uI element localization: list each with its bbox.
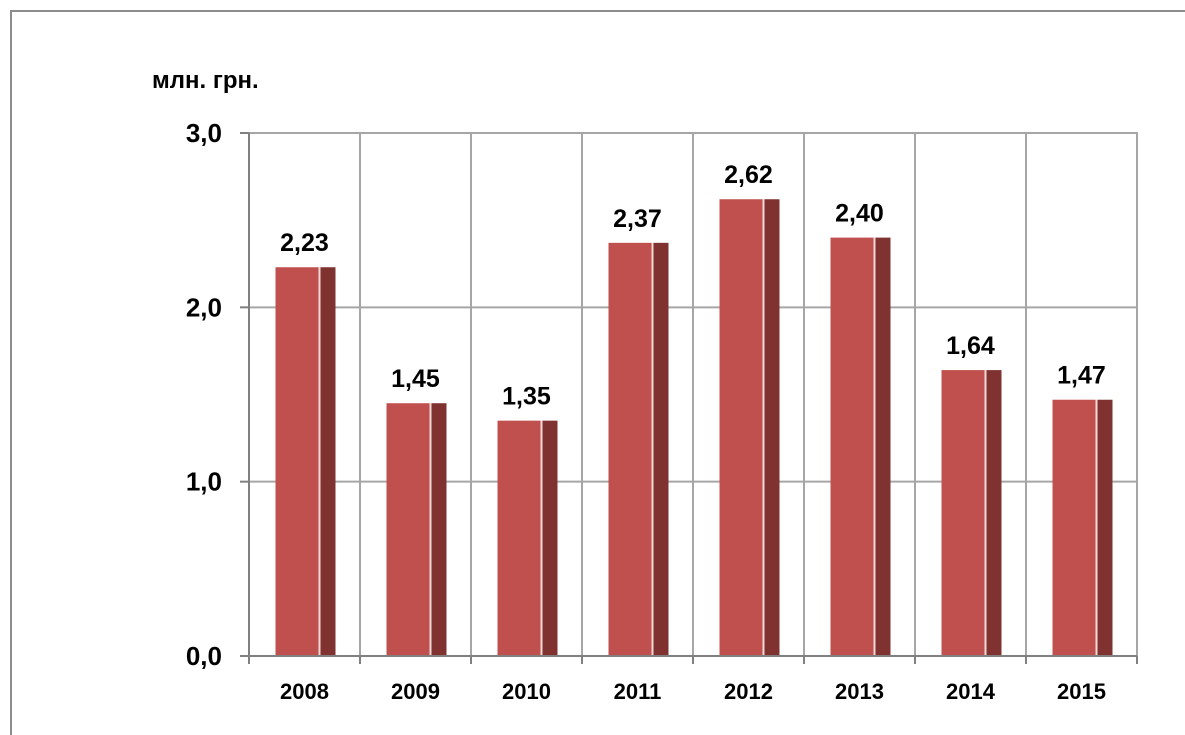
bar-front (1052, 399, 1096, 656)
x-tick-label: 2009 (391, 679, 440, 704)
bar-highlight (651, 242, 654, 656)
data-label: 1,35 (502, 383, 551, 411)
bar-front (497, 420, 541, 656)
bar-side (542, 420, 558, 656)
bar-side (986, 370, 1002, 656)
bar-highlight (873, 237, 876, 656)
x-tick-label: 2011 (614, 679, 662, 704)
x-tick-label: 2014 (946, 679, 996, 704)
data-label: 2,37 (613, 205, 662, 233)
bar-side (653, 242, 669, 656)
bar-highlight (1095, 399, 1098, 656)
bar-side (764, 199, 780, 656)
x-tick-label: 2012 (724, 679, 773, 704)
bar-front (275, 267, 319, 656)
y-tick-label: 1,0 (186, 467, 222, 497)
chart-grid (248, 132, 1138, 657)
y-unit-label: млн. грн. (152, 67, 259, 94)
chart-frame (10, 10, 1185, 735)
bar-highlight (984, 370, 987, 656)
data-label: 2,40 (835, 200, 884, 228)
y-tick-label: 0,0 (186, 641, 222, 671)
y-tick-label: 3,0 (186, 118, 222, 148)
bar-side (1097, 399, 1113, 656)
bar-highlight (318, 267, 321, 656)
data-label: 1,47 (1057, 362, 1106, 390)
x-tick-label: 2015 (1057, 679, 1106, 704)
data-label: 1,64 (946, 332, 995, 360)
x-tick-label: 2010 (502, 679, 551, 704)
bar-highlight (429, 403, 432, 656)
bar-front (386, 403, 430, 656)
bar-highlight (540, 420, 543, 656)
labels: 2,23 2008 1,45 2009 1,35 2010 2,37 2011 2,62 2012… (186, 118, 1106, 704)
x-tick-label: 2008 (280, 679, 329, 704)
bar-front (719, 199, 763, 656)
bar-front (941, 370, 985, 656)
bars (275, 199, 1113, 656)
x-tick-label: 2013 (835, 679, 884, 704)
bar-front (830, 237, 874, 656)
bar-side (875, 237, 891, 656)
data-label: 2,62 (724, 161, 773, 189)
y-tick-label: 2,0 (186, 292, 222, 322)
bar-side (320, 267, 336, 656)
axes (240, 132, 1138, 664)
data-label: 2,23 (280, 229, 329, 257)
bar-front (608, 242, 652, 656)
bar-side (431, 403, 447, 656)
bar-highlight (762, 199, 765, 656)
data-label: 1,45 (391, 365, 440, 393)
